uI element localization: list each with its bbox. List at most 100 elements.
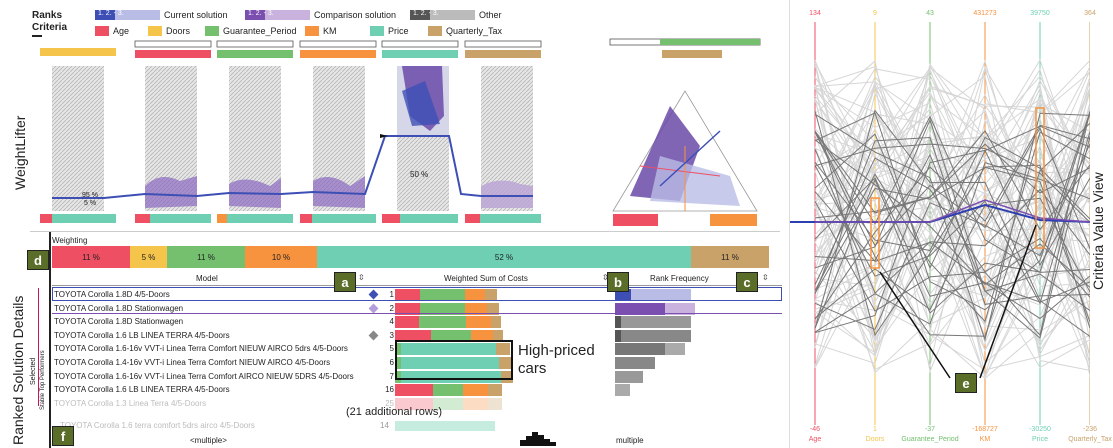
table-row[interactable]: TOYOTA Corolla 1.8D Stationwagen 4 (52, 315, 782, 329)
solution-line (814, 109, 1090, 228)
criteria-age[interactable]: Age (113, 26, 130, 36)
weight-guarantee[interactable]: 11 % (167, 246, 245, 268)
additional-rows[interactable]: (21 additional rows) (346, 406, 442, 418)
weight-doors[interactable]: 5 % (130, 246, 167, 268)
criteria-swatch-doors (148, 26, 162, 36)
top-solution-line (814, 109, 1090, 337)
panel1-label-top: 95 % (82, 192, 98, 199)
row-rank: 16 (385, 385, 394, 395)
axis-name[interactable]: Price (1032, 436, 1048, 443)
solution-line (814, 102, 1090, 300)
collapse-icon[interactable] (32, 35, 42, 37)
top-solution-line (814, 166, 1090, 323)
callout-d: d (27, 250, 49, 270)
weight-km[interactable]: 10 % (245, 246, 317, 268)
axis-brush (870, 197, 880, 269)
sort-icon[interactable]: ⇳ (358, 273, 365, 282)
table-row[interactable]: TOYOTA Corolla 1.8D Stationwagen 2 (52, 302, 782, 316)
solution-line (814, 58, 1090, 303)
row-rank: 25 (385, 398, 394, 408)
rank-marker-icon (368, 303, 379, 314)
criteria-km[interactable]: KM (323, 26, 337, 36)
solution-line (814, 85, 1090, 174)
axis-name[interactable]: Age (808, 436, 822, 443)
faded-row-model[interactable]: TOYOTA Corolla 1.6 terra comfort 5drs ai… (60, 421, 255, 430)
axis-min: -168727 (972, 426, 998, 433)
solution-line (814, 82, 1090, 374)
solution-line (814, 69, 1090, 368)
table-row[interactable]: TOYOTA Corolla 1.4-16v VVT-i Linea Terra… (52, 356, 782, 370)
criteria-swatch-tax (428, 26, 442, 36)
criteria-guarantee[interactable]: Guarantee_Period (223, 26, 297, 36)
solution-line (814, 59, 1090, 261)
row-rank: 4 (389, 317, 394, 327)
axis-max: 134 (809, 10, 821, 17)
parallel-coordinates-plot[interactable] (790, 0, 1090, 448)
row-model: TOYOTA Corolla 1.8D 4/5-Doors (54, 290, 170, 299)
selected-row-highlight (52, 287, 782, 301)
criteria-swatch-km (305, 26, 319, 36)
column-rank-frequency[interactable]: Rank Frequency (650, 274, 709, 283)
sort-icon[interactable]: ⇳ (602, 273, 609, 282)
solution-line (814, 65, 1090, 314)
row-model: TOYOTA Corolla 1.3 Linea Terra 4/5-Doors (54, 398, 207, 408)
sort-icon[interactable]: ⇳ (762, 273, 769, 282)
top-solution-line (814, 157, 1090, 298)
top-solution-line (814, 115, 1090, 273)
table-row[interactable]: TOYOTA Corolla 1.6 LB LINEA TERRA 4/5-Do… (52, 383, 782, 397)
row-model: TOYOTA Corolla 1.6 LB LINEA TERRA 4/5-Do… (54, 330, 230, 340)
legend-current: 1. 2. - 3. (95, 10, 160, 20)
row-rank: 3 (389, 330, 394, 340)
callout-e: e (955, 373, 977, 393)
solution-line (814, 91, 1090, 322)
top-solution-line (814, 143, 1090, 219)
solution-line (814, 146, 1090, 371)
weight-price[interactable]: 52 % (317, 246, 691, 268)
legend-other: 1. 2. - 3. (410, 10, 475, 20)
axis-name[interactable]: Quarterly_Tax (1068, 436, 1112, 443)
top-solution-line (814, 136, 1090, 305)
table-row[interactable]: TOYOTA Corolla 1.6 LB LINEA TERRA 4/5-Do… (52, 329, 782, 343)
table-row[interactable]: TOYOTA Corolla 1.6-16v VVT-i Linea Terra… (52, 342, 782, 356)
axis-name[interactable]: Guarantee_Period (901, 436, 959, 443)
callout-f: f (52, 426, 74, 446)
table-row[interactable]: TOYOTA Corolla 1.8D 4/5-Doors 1 (52, 288, 782, 302)
criteria-price[interactable]: Price (388, 26, 409, 36)
criteria-doors[interactable]: Doors (166, 26, 191, 36)
top-solution-line (814, 113, 1090, 329)
weight-age[interactable]: 11 % (52, 246, 130, 268)
solution-line (814, 110, 1090, 356)
top-solution-line (814, 143, 1090, 223)
high-priced-annotation: High-priced cars (518, 342, 595, 377)
axis-min: -37 (924, 426, 936, 433)
axis-min: -236 (1082, 426, 1097, 433)
solution-line (814, 100, 1090, 314)
solution-line (814, 76, 1090, 379)
weightlifter-panels[interactable] (30, 36, 790, 228)
solution-line (814, 166, 1090, 368)
callout-arrow (879, 271, 951, 379)
criteria-swatch-age (95, 26, 109, 36)
row-model: TOYOTA Corolla 1.6-16v VVT-i Linea Terra… (54, 344, 348, 354)
table-row[interactable]: TOYOTA Corolla 1.3 Linea Terra 4/5-Doors… (52, 397, 782, 411)
footer-histogram (520, 432, 556, 446)
axis-name[interactable]: Doors (865, 436, 885, 443)
axis-min: -30250 (1029, 426, 1051, 433)
faded-row-rank: 14 (380, 421, 389, 430)
top-solution-line (814, 131, 1090, 323)
callout-a: a (334, 272, 356, 292)
axis-max: 43 (926, 10, 934, 17)
axis-min: -46 (809, 426, 821, 433)
legend-comparison-label: Comparison solution (314, 10, 397, 20)
column-weighted-sum[interactable]: Weighted Sum of Costs (444, 274, 528, 283)
column-model[interactable]: Model (196, 274, 218, 283)
axis-max: 364 (1084, 10, 1096, 17)
solution-line (814, 60, 1090, 379)
stable-label: Stable Top Performers (40, 350, 46, 410)
panel5-label: 50 % (410, 170, 429, 179)
top-solution-line (814, 125, 1090, 270)
criteria-label: Criteria (32, 22, 68, 33)
criteria-tax[interactable]: Quarterly_Tax (446, 26, 503, 36)
axis-name[interactable]: KM (979, 436, 991, 443)
weight-tax[interactable]: 11 % (691, 246, 769, 268)
